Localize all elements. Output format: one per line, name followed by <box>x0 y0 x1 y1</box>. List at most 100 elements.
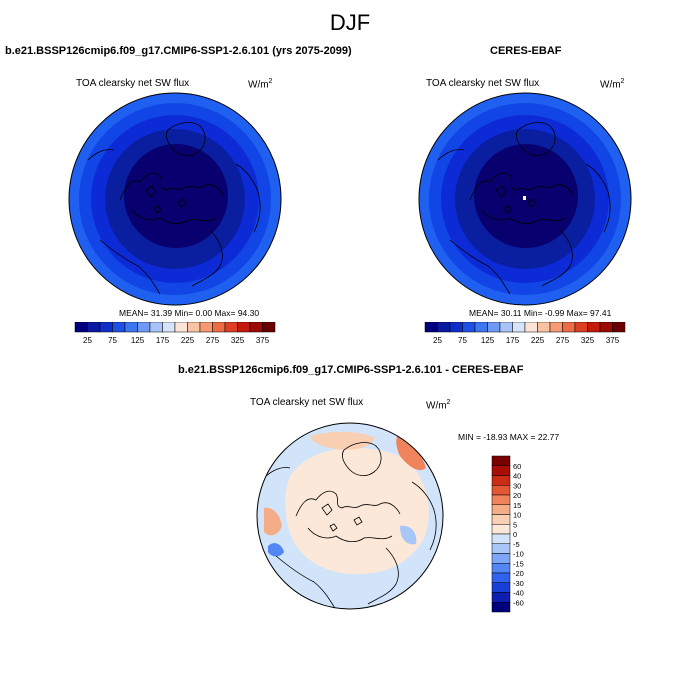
panel1-colorbar-labels: 25 75 125 175 225 275 325 375 <box>83 336 270 345</box>
panel2-colorbar-swatch <box>449 322 463 333</box>
panel3-colorbar-swatch <box>491 582 511 593</box>
panel3-colorbar-tick-label: -40 <box>513 589 524 598</box>
panel3-positive-patch-west <box>264 507 282 536</box>
panel2-colorbar-swatch <box>424 322 438 333</box>
panel2-polar-map <box>418 92 632 306</box>
panel2-colorbar-swatch <box>537 322 551 333</box>
panel2-colorbar-tick-label: 275 <box>556 336 570 345</box>
panel2-colorbar: 25 75 125 175 225 275 325 375 <box>424 322 626 345</box>
panel3-colorbar-swatch <box>491 465 511 476</box>
panel2-colorbar-swatch <box>574 322 588 333</box>
panel2-coastlines <box>437 122 611 295</box>
panel1-colorbar-swatches <box>74 322 276 333</box>
panel1-colorbar-tick-label: 275 <box>206 336 220 345</box>
panel3-colorbar-tick-label: 30 <box>513 481 521 490</box>
panel2-colorbar-swatch <box>474 322 488 333</box>
panel3-colorbar-swatch <box>491 494 511 505</box>
panel1-colorbar-swatch <box>149 322 163 333</box>
panel3-colorbar-swatch <box>491 553 511 564</box>
panel1-colorbar-swatch <box>212 322 226 333</box>
panel3-polar-map <box>256 422 444 610</box>
panel2-colorbar-tick-label: 175 <box>506 336 520 345</box>
panel3-units: W/m2 <box>426 399 451 412</box>
season-title: DJF <box>329 10 371 35</box>
panel3-colorbar-swatch <box>491 485 511 496</box>
panel3-map-border <box>256 422 444 610</box>
panel3-colorbar-tick-label: -60 <box>513 598 524 607</box>
panel1-colorbar-swatch <box>237 322 251 333</box>
panel3-positive-patch-north <box>310 431 375 450</box>
panel2-title: CERES-EBAF <box>490 45 562 57</box>
panel3-coastlines <box>263 442 437 609</box>
panel2-colorbar-tick-label: 75 <box>458 336 467 345</box>
panel1-colorbar-tick-label: 375 <box>256 336 270 345</box>
panel1-colorbar-swatch <box>124 322 138 333</box>
panel3-colorbar-swatch <box>491 563 511 574</box>
panel1-colorbar-swatch <box>174 322 188 333</box>
panel2-colorbar-swatch <box>562 322 576 333</box>
panel1-colorbar-swatch <box>137 322 151 333</box>
panel3-colorbar-tick-label: 15 <box>513 501 521 510</box>
panel1-colorbar-tick-label: 125 <box>131 336 145 345</box>
panel1-colorbar-tick-label: 225 <box>181 336 195 345</box>
panel1-colorbar-swatch <box>87 322 101 333</box>
panel3-colorbar-swatch <box>491 602 511 613</box>
panel3-colorbar-swatch <box>491 504 511 515</box>
panel2-colorbar-swatch <box>462 322 476 333</box>
panel3-colorbar-tick-label: 0 <box>513 530 517 539</box>
panel3-colorbar-tick-label: 60 <box>513 462 521 471</box>
panel1-colorbar-swatch <box>224 322 238 333</box>
panel1-colorbar-swatch <box>249 322 263 333</box>
panel1-colorbar-swatch <box>112 322 126 333</box>
panel2-map-border <box>418 92 632 306</box>
panel3-negative-patch-south <box>320 566 390 596</box>
panel1-polar-map <box>68 92 282 306</box>
panel1-colorbar: 25 75 125 175 225 275 325 375 <box>74 322 276 345</box>
panel2-colorbar-tick-label: 125 <box>481 336 495 345</box>
panel2-units: W/m2 <box>600 78 625 91</box>
panel3-colorbar-swatch <box>491 592 511 603</box>
panel3-colorbar-tick-label: -10 <box>513 550 524 559</box>
panel2-colorbar-tick-label: 225 <box>531 336 545 345</box>
panel3-colorbar-swatch <box>491 524 511 535</box>
panel1-map-border <box>68 92 282 306</box>
panel3-colorbar-swatch <box>491 475 511 486</box>
panel1-stats: MEAN= 31.39 Min= 0.00 Max= 94.30 <box>119 308 260 318</box>
panel2-colorbar-swatch <box>524 322 538 333</box>
panel1-colorbar-swatch <box>74 322 88 333</box>
panel3-variable-label: TOA clearsky net SW flux <box>250 397 364 408</box>
panel2-colorbar-labels: 25 75 125 175 225 275 325 375 <box>433 336 620 345</box>
panel3-negative-patch-east <box>400 525 417 545</box>
panel3-colorbar-swatch <box>491 572 511 583</box>
panel3-colorbar-swatch <box>491 533 511 544</box>
panel2-stats: MEAN= 30.11 Min= -0.99 Max= 97.41 <box>469 308 612 318</box>
panel3-colorbar-tick-label: 5 <box>513 520 517 529</box>
panel3-colorbar-swatch <box>491 455 511 466</box>
panel1-colorbar-swatch <box>262 322 276 333</box>
panel2-colorbar-swatch <box>587 322 601 333</box>
panel3-positive-patch-northeast <box>396 434 426 471</box>
panel3-colorbar-tick-label: -20 <box>513 569 524 578</box>
panel2-colorbar-swatch <box>599 322 613 333</box>
panel2-colorbar-tick-label: 25 <box>433 336 442 345</box>
panel1-colorbar-swatch <box>187 322 201 333</box>
panel1-title: b.e21.BSSP126cmip6.f09_g17.CMIP6-SSP1-2.… <box>5 45 352 57</box>
panel1-colorbar-swatch <box>99 322 113 333</box>
panel1-colorbar-tick-label: 175 <box>156 336 170 345</box>
panel3-colorbar-swatches <box>491 455 511 613</box>
panel3-negative-patch-west <box>268 543 284 557</box>
panel1-polar-cap <box>124 144 228 248</box>
panel3-colorbar-tick-label: 10 <box>513 511 521 520</box>
panel3-colorbar-swatch <box>491 543 511 554</box>
panel2-colorbar-tick-label: 325 <box>581 336 595 345</box>
panel2-colorbar-tick-label: 375 <box>606 336 620 345</box>
panel1-colorbar-tick-label: 325 <box>231 336 245 345</box>
panel3-colorbar-swatch <box>491 514 511 525</box>
panel3-colorbar-tick-label: -15 <box>513 559 524 568</box>
panel2-colorbar-swatch <box>487 322 501 333</box>
panel3-positive-region <box>285 447 429 575</box>
panel2-colorbar-swatch <box>612 322 626 333</box>
panel2-colorbar-swatch <box>512 322 526 333</box>
